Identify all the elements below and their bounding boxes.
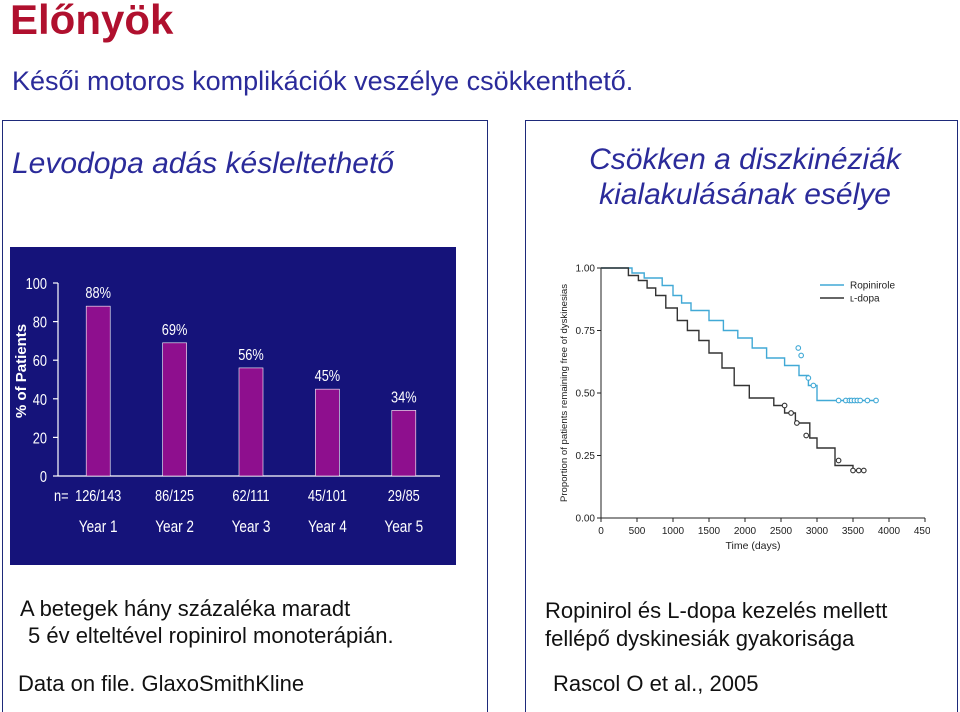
km-x-tick-label: 2500 [770,526,793,537]
right-heading: Csökken a diszkinéziák kialakulásának es… [545,142,945,212]
km-censor-mark [850,467,856,474]
km-censor-mark [795,345,802,351]
km-y-tick-label: 0.00 [576,514,596,525]
km-censor-mark [857,397,864,404]
bar [85,305,111,477]
right-panel-frame [525,120,958,712]
bar-category-label: Year 1 [79,518,118,537]
km-x-tick-label: 4000 [878,526,901,537]
km-legend-label: ʟ-dopa [850,294,880,305]
km-x-tick-label: 1000 [662,526,685,537]
km-y-tick-label: 0.50 [576,389,596,400]
km-censor-mark [835,457,842,464]
km-x-tick-label: 3500 [842,526,865,537]
right-source: Rascol O et al., 2005 [553,671,759,696]
bar-y-tick-label: 80 [33,314,47,332]
right-caption-line2: fellépő dyskinesiák gyakorisága [545,626,855,651]
km-series-line [601,267,879,402]
km-x-tick-label: 4500 [914,526,930,537]
bar-chart-background [10,247,456,565]
bar-n-label: 45/101 [308,488,347,506]
km-censor-mark [793,420,800,426]
bar-n-label: 62/111 [232,488,269,506]
bar-value-label: 88% [85,285,111,303]
bar [162,342,187,477]
right-caption-line1: Ropinirol és L-dopa kezelés mellett [545,598,888,623]
right-heading-line1: Csökken a diszkinéziák [589,143,901,176]
left-caption-line1: A betegek hány százaléka maradt [20,596,351,621]
km-series-line [601,267,864,472]
bar [238,367,264,477]
bar-value-label: 45% [315,368,341,386]
bar-y-axis-label: % of Patients [13,324,30,418]
bar-chart: 0 20 40 60 80 100 % of Patients 88% 126/143 Year … [10,247,456,565]
slide-title: Előnyök [10,0,174,43]
bar-y-tick-label: 0 [40,469,47,487]
km-censor-mark [810,382,817,389]
km-x-tick-label: 3000 [806,526,829,537]
km-y-tick-label: 1.00 [576,264,596,275]
km-x-tick-label: 1500 [698,526,721,537]
left-panel-frame [2,120,488,712]
km-y-axis-label: Proportion of patients remaining free of… [559,284,570,502]
km-y-tick-label: 0.75 [576,326,596,337]
bar-category-label: Year 3 [232,518,271,537]
bar-n-label: 29/85 [388,488,420,506]
bar-y-tick-label: 60 [33,353,47,371]
bar [391,410,417,477]
km-censor-mark [835,397,842,404]
bar-category-label: Year 2 [155,518,194,537]
km-legend-label: Ropinirole [850,281,895,292]
km-censor-mark [873,397,879,404]
km-censor-mark [855,467,862,474]
km-censor-mark [864,397,871,404]
km-censor-mark [805,375,812,381]
km-x-tick-label: 500 [629,526,646,537]
bar-n-label: 126/143 [75,488,121,506]
km-censor-mark [798,352,805,359]
km-censor-mark [803,432,810,439]
bar-value-label: 56% [238,347,264,365]
bar-n-label: 86/125 [155,488,194,506]
km-censor-mark [788,410,794,416]
km-x-tick-label: 2000 [734,526,757,537]
km-x-axis-label: Time (days) [725,540,780,552]
right-heading-line2: kialakulásának esélye [599,178,891,211]
slide-subtitle: Késői motoros komplikációk veszélye csök… [12,66,634,96]
bar-value-label: 34% [391,389,417,407]
bar-category-label: Year 5 [384,518,423,537]
km-censor-mark [781,402,788,409]
bar-y-tick-label: 40 [33,392,47,410]
km-censor-mark [860,467,867,474]
km-chart: 0.00 0.25 0.50 0.75 1.00 0 500 1000 1500 2000 2500… [559,264,930,553]
left-caption-line2: 5 év elteltével ropinirol monoterápián. [28,623,394,648]
km-x-tick-label: 0 [598,526,604,537]
bar-n-prefix: n= [54,488,69,506]
left-source: Data on file. GlaxoSmithKline [18,671,305,696]
bar-value-label: 69% [162,322,188,340]
bar-y-tick-label: 100 [26,276,47,294]
bar-y-tick-label: 20 [33,430,47,448]
bar [315,388,340,477]
left-heading: Levodopa adás késleltethető [12,147,394,180]
km-y-tick-label: 0.25 [576,451,596,462]
bar-category-label: Year 4 [308,518,347,537]
